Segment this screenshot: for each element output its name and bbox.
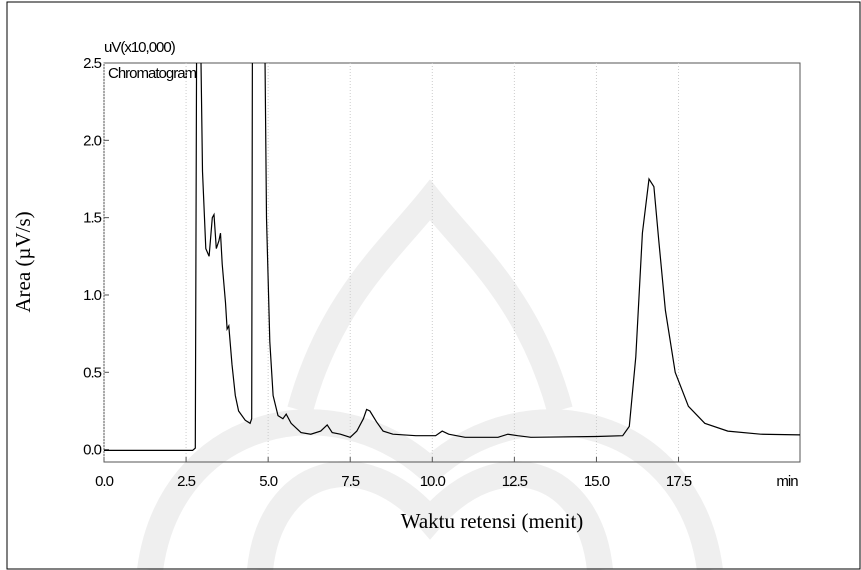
chart-title: Chromatogram — [108, 65, 197, 82]
x-tick-label: 7.5 — [341, 473, 360, 490]
y-tick-label: 1.5 — [83, 210, 102, 227]
y-tick-label: 0.0 — [83, 442, 102, 459]
x-tick-label: 5.0 — [259, 473, 278, 490]
y-tick-label: 1.0 — [83, 287, 102, 304]
x-tick-label: 2.5 — [177, 473, 196, 490]
y-axis-label: Area (µV/s) — [11, 211, 35, 312]
x-tick-label: 10.0 — [420, 473, 446, 490]
x-tick-label: 12.5 — [502, 473, 528, 490]
x-axis-label: Waktu retensi (menit) — [401, 509, 584, 533]
y-tick-label: 2.0 — [83, 132, 102, 149]
x-tick-label: 0.0 — [95, 473, 114, 490]
watermark — [137, 179, 723, 570]
y-tick-label: 2.5 — [83, 55, 102, 72]
unit-label: uV(x10,000) — [104, 39, 176, 56]
x-unit-label: min — [776, 473, 798, 490]
x-tick-label: 17.5 — [666, 473, 692, 490]
y-tick-label: 0.5 — [83, 364, 102, 381]
plot-frame — [103, 62, 801, 463]
outer-frame — [6, 1, 861, 570]
x-tick-label: 15.0 — [584, 473, 610, 490]
chromatogram-line — [104, 63, 800, 451]
